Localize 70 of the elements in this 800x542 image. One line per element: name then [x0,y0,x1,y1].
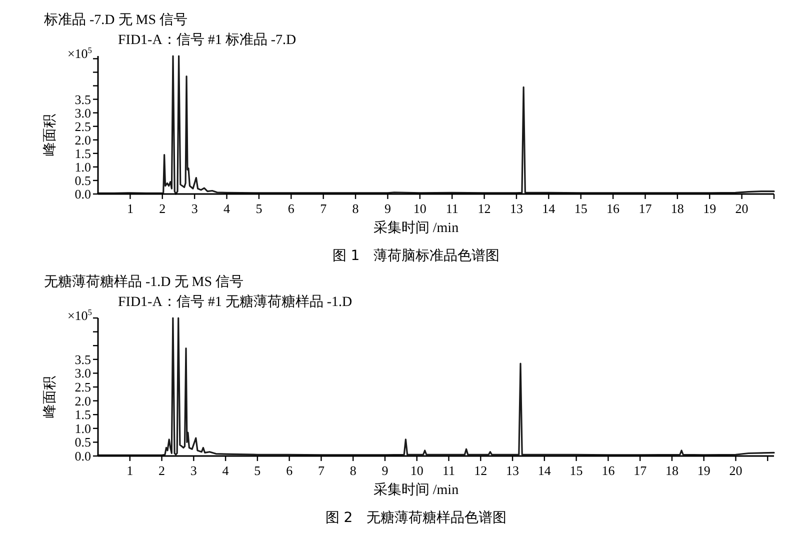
x-tick-label: 2 [159,201,166,216]
x-tick-label: 13 [510,201,523,216]
x-tick-label: 6 [286,463,294,478]
y-tick-label: 3.0 [74,366,91,381]
y-tick-label: 1.5 [74,146,91,161]
x-tick-label: 19 [703,201,716,216]
x-tick-label: 20 [729,463,742,478]
x-tick-label: 14 [542,201,556,216]
x-tick-label: 3 [190,463,197,478]
caption: 图 1 薄荷脑标准品色谱图 [332,248,500,264]
y-tick-label: 2.5 [74,118,91,134]
caption: 图 2 无糖薄荷糖样品色谱图 [325,510,507,526]
y-tick-label: 3.5 [74,92,91,107]
x-tick-label: 7 [318,463,325,478]
x-tick-label: 5 [254,463,261,478]
line-series [97,55,775,195]
x-tick-label: 10 [413,201,426,216]
x-tick-label: 4 [222,463,230,478]
x-tick-label: 1 [126,463,134,478]
y-tick-label: 0.5 [74,434,91,450]
x-tick-label: 15 [570,463,583,478]
chart-title: 无糖薄荷糖样品 -1.D 无 MS 信号 [44,274,244,290]
x-tick-label: 12 [474,463,488,478]
x-tick-label: 9 [382,463,388,478]
x-tick-label: 13 [506,463,520,478]
y-tick-label: 3.0 [74,105,91,120]
x-tick-label: 16 [606,201,620,216]
x-tick-label: 16 [602,463,616,478]
x-tick-label: 18 [665,463,678,478]
y-tick-label: 0.5 [74,172,91,188]
text: ×10$^{5}$ [67,307,92,323]
x-tick-label: 12 [478,201,491,216]
line-series [97,317,775,456]
y-tick-label: 0.0 [74,448,91,464]
chart-subtitle: FID1-A：信号 #1 标准品 -7.D [118,32,296,48]
x-tick-label: 18 [670,201,684,216]
x-tick-label: 14 [538,463,552,478]
y-tick-label: 3.5 [74,352,91,367]
y-tick-label: 2.0 [74,393,91,408]
x-tick-label: 15 [574,201,588,216]
x-tick-label: 3 [191,201,198,216]
x-tick-label: 17 [638,201,652,216]
y-axis-title: 峰面积 [42,376,58,418]
y-tick-label: 0.0 [74,186,91,202]
x-tick-label: 19 [697,463,710,478]
y-tick-label: 2.0 [74,132,91,148]
y-tick-label: 1.0 [74,159,91,174]
y-axis-title: 峰面积 [42,114,58,156]
x-tick-label: 11 [446,201,458,216]
x-tick-label: 8 [352,201,359,216]
y-tick-label: 1.5 [74,407,91,422]
x-tick-label: 11 [442,463,456,478]
x-tick-label: 10 [410,463,424,478]
chart-subtitle: FID1-A：信号 #1 无糖薄荷糖样品 -1.D [118,294,352,310]
chart-title: 标准品 -7.D 无 MS 信号 [43,12,188,28]
x-tick-label: 9 [384,201,391,216]
x-tick-label: 6 [288,201,295,216]
x-tick-label: 5 [256,201,262,216]
x-axis-title: 采集时间 /min [373,482,459,498]
x-tick-label: 8 [350,463,356,478]
x-tick-label: 1 [126,201,134,216]
text: ×10$^{5}$ [67,45,92,61]
x-axis-title: 采集时间 /min [373,220,459,236]
y-tick-label: 1.0 [74,420,91,436]
y-tick-label: 2.5 [74,380,91,394]
x-tick-label: 7 [320,201,328,216]
x-tick-label: 4 [224,201,231,216]
x-tick-label: 2 [158,463,166,478]
x-tick-label: 20 [735,201,748,216]
x-tick-label: 17 [634,463,648,478]
